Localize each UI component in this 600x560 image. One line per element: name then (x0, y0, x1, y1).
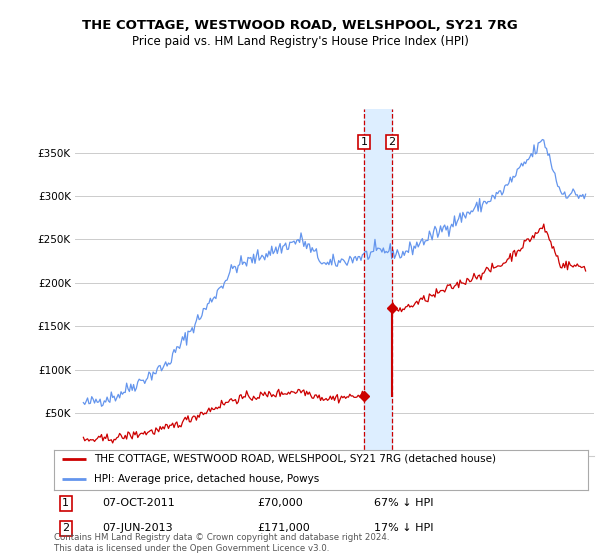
Text: 1: 1 (361, 137, 368, 147)
Text: 17% ↓ HPI: 17% ↓ HPI (374, 524, 434, 534)
Text: 2: 2 (62, 524, 70, 534)
Text: Price paid vs. HM Land Registry's House Price Index (HPI): Price paid vs. HM Land Registry's House … (131, 35, 469, 49)
Bar (364, 109, 392, 456)
Text: THE COTTAGE, WESTWOOD ROAD, WELSHPOOL, SY21 7RG: THE COTTAGE, WESTWOOD ROAD, WELSHPOOL, S… (82, 18, 518, 32)
Text: Contains HM Land Registry data © Crown copyright and database right 2024.
This d: Contains HM Land Registry data © Crown c… (54, 533, 389, 553)
Text: THE COTTAGE, WESTWOOD ROAD, WELSHPOOL, SY21 7RG (detached house): THE COTTAGE, WESTWOOD ROAD, WELSHPOOL, S… (94, 454, 496, 464)
Text: 1: 1 (62, 498, 69, 508)
Text: £70,000: £70,000 (257, 498, 302, 508)
Text: £171,000: £171,000 (257, 524, 310, 534)
Text: 2: 2 (389, 137, 395, 147)
Text: 07-OCT-2011: 07-OCT-2011 (102, 498, 175, 508)
Text: HPI: Average price, detached house, Powys: HPI: Average price, detached house, Powy… (94, 474, 319, 484)
Text: 67% ↓ HPI: 67% ↓ HPI (374, 498, 434, 508)
Text: 07-JUN-2013: 07-JUN-2013 (102, 524, 173, 534)
